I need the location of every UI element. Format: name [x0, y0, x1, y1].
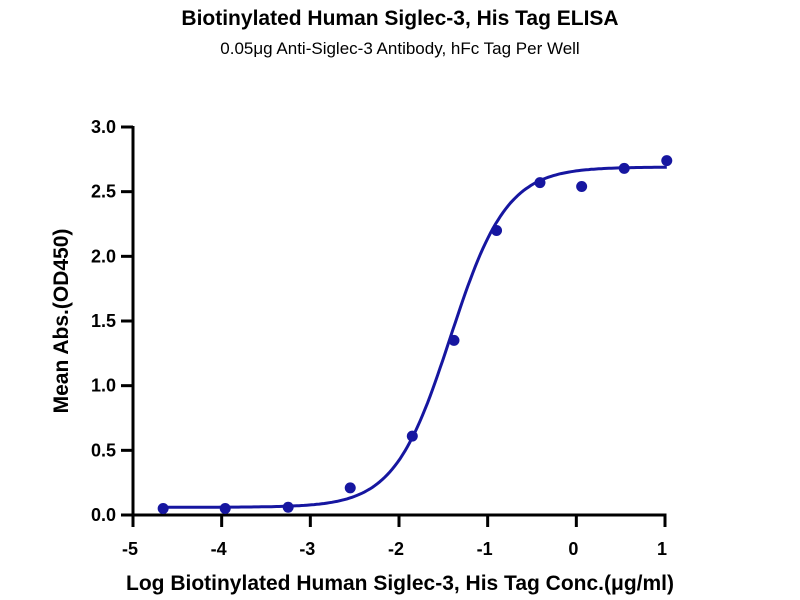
x-tick-label: -2	[388, 539, 404, 559]
data-point	[661, 155, 673, 167]
data-point	[282, 501, 294, 513]
y-tick-label: 3.0	[91, 117, 116, 137]
x-axis-label: Log Biotinylated Human Siglec-3, His Tag…	[126, 572, 674, 595]
data-point	[157, 503, 169, 515]
data-point	[344, 482, 356, 494]
y-tick-label: 2.0	[91, 246, 116, 266]
y-tick-label: 0.0	[91, 505, 116, 525]
y-tick-label: 2.5	[91, 182, 116, 202]
data-point	[406, 430, 418, 442]
y-tick-label: 1.5	[91, 311, 116, 331]
data-point	[448, 334, 460, 346]
y-axis-label: Mean Abs.(OD450)	[50, 229, 73, 414]
x-tick-label: 1	[657, 539, 667, 559]
y-tick-label: 1.0	[91, 376, 116, 396]
data-point	[618, 162, 630, 174]
data-point	[534, 177, 546, 189]
data-point	[491, 224, 503, 236]
axes: 0.0 0.5 1.0 1.5 2.0 2.5 3.0 -5 -4 -3 -2 -1 0 1	[91, 117, 667, 559]
data-point	[576, 180, 588, 192]
data-points	[157, 155, 673, 515]
x-tick-label: -1	[477, 539, 493, 559]
y-tick-label: 0.5	[91, 440, 116, 460]
x-tick-label: 0	[568, 539, 578, 559]
x-tick-label: -4	[211, 539, 227, 559]
x-tick-label: -3	[299, 539, 315, 559]
fit-curve	[163, 165, 667, 509]
chart-title: Biotinylated Human Siglec-3, His Tag ELI…	[181, 7, 618, 30]
data-point	[219, 503, 231, 515]
chart-subtitle: 0.05μg Anti-Siglec-3 Antibody, hFc Tag P…	[220, 39, 579, 58]
x-tick-label: -5	[122, 539, 138, 559]
fit-curve-group	[163, 165, 667, 509]
